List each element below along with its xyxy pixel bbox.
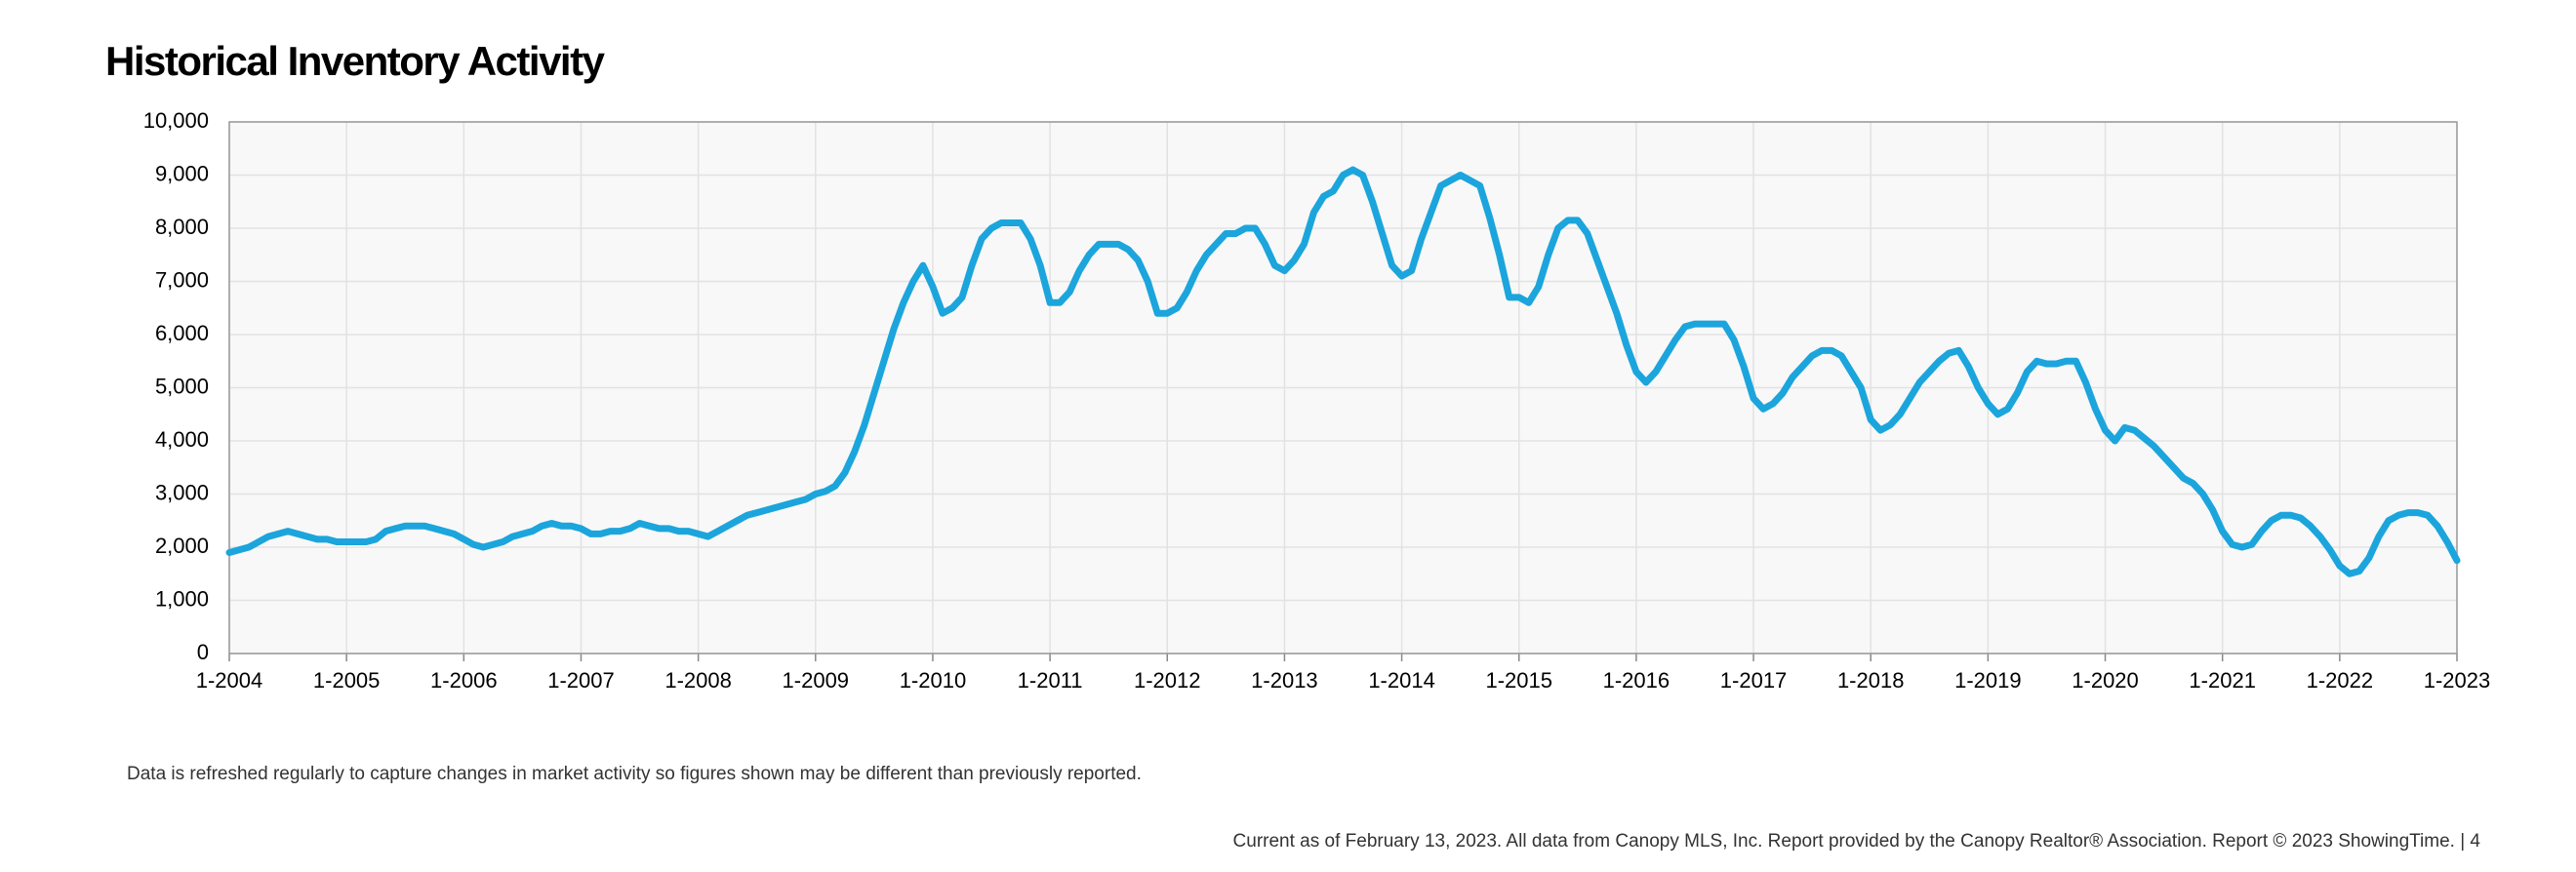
x-tick-label: 1-2007 <box>547 668 615 693</box>
y-tick-label: 0 <box>197 640 209 664</box>
x-tick-label: 1-2016 <box>1603 668 1670 693</box>
x-tick-label: 1-2010 <box>900 668 967 693</box>
y-tick-label: 2,000 <box>155 534 209 558</box>
x-tick-label: 1-2019 <box>1954 668 2022 693</box>
x-tick-label: 1-2004 <box>196 668 263 693</box>
y-tick-label: 8,000 <box>155 215 209 239</box>
y-tick-label: 5,000 <box>155 374 209 398</box>
x-tick-label: 1-2005 <box>313 668 381 693</box>
x-tick-label: 1-2009 <box>783 668 850 693</box>
x-tick-label: 1-2017 <box>1720 668 1788 693</box>
y-tick-label: 4,000 <box>155 427 209 452</box>
x-tick-label: 1-2015 <box>1485 668 1552 693</box>
x-tick-label: 1-2023 <box>2424 668 2491 693</box>
y-tick-label: 9,000 <box>155 161 209 185</box>
x-tick-label: 1-2014 <box>1368 668 1435 693</box>
y-tick-label: 1,000 <box>155 586 209 611</box>
y-tick-label: 10,000 <box>143 108 209 133</box>
x-tick-label: 1-2013 <box>1251 668 1318 693</box>
chart-title: Historical Inventory Activity <box>105 38 606 84</box>
x-tick-label: 1-2011 <box>1018 668 1083 693</box>
x-tick-label: 1-2008 <box>664 668 732 693</box>
note: Data is refreshed regularly to capture c… <box>127 764 1142 784</box>
chart: Historical Inventory Activity Data is re… <box>0 0 2576 872</box>
x-tick-label: 1-2006 <box>430 668 498 693</box>
y-tick-label: 3,000 <box>155 480 209 504</box>
x-tick-label: 1-2020 <box>2072 668 2139 693</box>
footer: Current as of February 13, 2023. All dat… <box>1233 831 2481 852</box>
x-tick-label: 1-2021 <box>2189 668 2256 693</box>
x-tick-label: 1-2022 <box>2307 668 2374 693</box>
y-tick-label: 6,000 <box>155 321 209 345</box>
y-tick-label: 7,000 <box>155 267 209 292</box>
x-tick-label: 1-2012 <box>1134 668 1201 693</box>
x-tick-label: 1-2018 <box>1837 668 1905 693</box>
